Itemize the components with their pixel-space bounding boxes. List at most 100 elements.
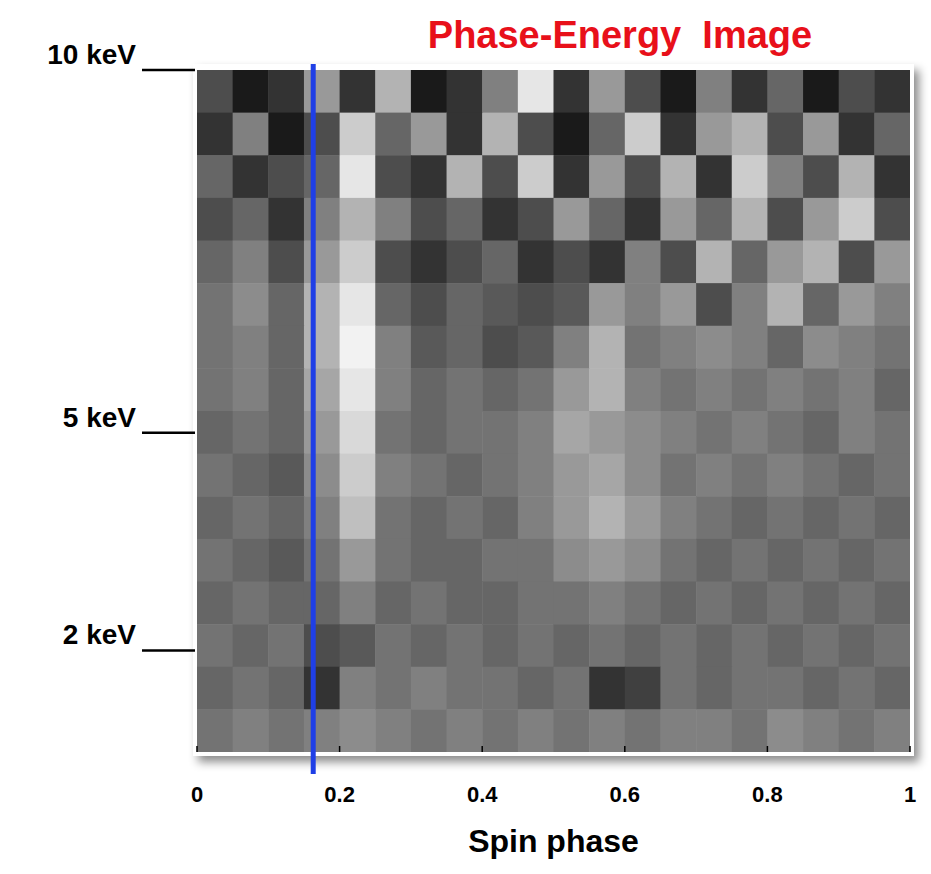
cell xyxy=(268,709,304,752)
cell xyxy=(233,368,269,411)
cell xyxy=(767,155,803,198)
cell xyxy=(874,283,910,326)
cell xyxy=(375,283,411,326)
cell xyxy=(874,454,910,497)
cell xyxy=(518,326,554,369)
cell xyxy=(874,326,910,369)
cell xyxy=(340,113,376,156)
cell xyxy=(554,624,590,667)
cell xyxy=(660,70,696,113)
cell xyxy=(554,539,590,582)
cell xyxy=(447,539,483,582)
cell xyxy=(340,667,376,710)
cell xyxy=(447,667,483,710)
y-tick xyxy=(142,432,195,435)
y-tick-label: 10 keV xyxy=(47,39,136,70)
phase-marker xyxy=(311,64,316,774)
cell xyxy=(589,411,625,454)
cell xyxy=(767,582,803,625)
cell xyxy=(696,283,732,326)
cell xyxy=(197,241,233,284)
cell xyxy=(839,155,875,198)
cell xyxy=(874,113,910,156)
cell xyxy=(767,70,803,113)
cell xyxy=(411,241,447,284)
cell xyxy=(625,283,661,326)
cell xyxy=(589,70,625,113)
cell xyxy=(696,368,732,411)
cell xyxy=(767,496,803,539)
cell xyxy=(268,326,304,369)
cell xyxy=(268,198,304,241)
cell xyxy=(340,624,376,667)
cell xyxy=(304,624,340,667)
cell xyxy=(732,368,768,411)
cell xyxy=(839,283,875,326)
cell xyxy=(554,368,590,411)
cell xyxy=(696,113,732,156)
cell xyxy=(554,155,590,198)
cell xyxy=(197,667,233,710)
cell xyxy=(767,539,803,582)
cell xyxy=(518,496,554,539)
cell xyxy=(447,454,483,497)
cell xyxy=(874,582,910,625)
cell xyxy=(874,667,910,710)
cell xyxy=(233,326,269,369)
cell xyxy=(554,198,590,241)
cell xyxy=(732,70,768,113)
cell xyxy=(375,155,411,198)
cell xyxy=(197,624,233,667)
cell xyxy=(411,667,447,710)
cell xyxy=(268,454,304,497)
cell xyxy=(839,411,875,454)
x-tick xyxy=(339,746,341,752)
cell xyxy=(268,241,304,284)
cell xyxy=(625,496,661,539)
cell xyxy=(268,70,304,113)
cell xyxy=(874,411,910,454)
cell xyxy=(375,368,411,411)
cell xyxy=(518,624,554,667)
cell xyxy=(518,539,554,582)
cell xyxy=(589,709,625,752)
cell xyxy=(233,496,269,539)
cell xyxy=(447,283,483,326)
cell xyxy=(375,326,411,369)
cell xyxy=(268,582,304,625)
cell xyxy=(447,582,483,625)
cell xyxy=(304,539,340,582)
cell xyxy=(518,454,554,497)
cell xyxy=(554,326,590,369)
cell xyxy=(482,70,518,113)
cell xyxy=(625,709,661,752)
cell xyxy=(304,241,340,284)
cell xyxy=(411,368,447,411)
cell xyxy=(767,368,803,411)
cell xyxy=(447,70,483,113)
cell xyxy=(375,411,411,454)
y-tick-label: 5 keV xyxy=(63,402,136,433)
cell xyxy=(233,411,269,454)
cell xyxy=(696,454,732,497)
cell xyxy=(803,454,839,497)
cell xyxy=(518,709,554,752)
x-tick-label: 0.4 xyxy=(467,782,498,807)
cell xyxy=(518,198,554,241)
cell xyxy=(660,454,696,497)
x-tick xyxy=(481,746,483,752)
cell xyxy=(589,368,625,411)
cell xyxy=(197,326,233,369)
cell xyxy=(803,155,839,198)
cell xyxy=(197,368,233,411)
cell xyxy=(803,326,839,369)
cell xyxy=(625,155,661,198)
cell xyxy=(874,496,910,539)
cell xyxy=(340,368,376,411)
cell xyxy=(874,241,910,284)
cell xyxy=(803,411,839,454)
cell xyxy=(554,709,590,752)
cell xyxy=(268,283,304,326)
cell xyxy=(482,454,518,497)
cell xyxy=(304,667,340,710)
